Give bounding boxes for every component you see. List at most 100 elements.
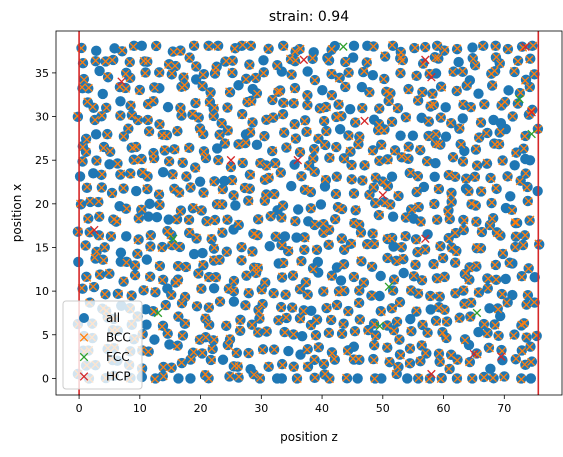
bcc-marker [492, 53, 501, 62]
hcp-marker [421, 234, 430, 244]
bcc-marker [421, 43, 430, 52]
y-axis-ticks: 0 5 10 15 20 25 30 35 [35, 67, 56, 385]
bcc-marker [285, 246, 294, 255]
bcc-marker [343, 307, 353, 316]
atom-point [459, 145, 470, 157]
bcc-marker [155, 200, 164, 209]
bcc-marker [467, 298, 476, 307]
bcc-marker [339, 286, 348, 295]
bcc-marker [108, 189, 117, 198]
bcc-marker [459, 285, 468, 294]
bcc-marker [438, 253, 447, 262]
bcc-marker [412, 236, 421, 245]
bcc-marker [222, 320, 231, 330]
atom-point [386, 171, 398, 182]
x-tick-label: 30 [254, 402, 268, 415]
bcc-marker [275, 87, 284, 96]
fcc-marker [153, 308, 163, 318]
bcc-marker [126, 170, 135, 179]
bcc-marker [212, 273, 221, 282]
bcc-marker [247, 248, 256, 257]
bcc-marker [291, 56, 300, 65]
atom-point [289, 159, 300, 170]
bcc-marker [371, 199, 381, 208]
bcc-marker [222, 248, 231, 257]
bcc-marker [419, 60, 428, 69]
bcc-marker [301, 234, 310, 243]
bcc-marker [406, 168, 415, 177]
bcc-marker [464, 358, 474, 367]
bcc-marker [383, 321, 392, 330]
bcc-marker [277, 272, 287, 281]
bcc-marker [369, 229, 378, 238]
bcc-marker [231, 348, 240, 357]
bcc-marker [502, 298, 511, 307]
bcc-marker [471, 61, 480, 70]
bcc-marker [152, 41, 161, 51]
atom-point [430, 157, 441, 169]
atom-point [211, 143, 223, 154]
bcc-marker [297, 172, 306, 181]
bcc-marker [260, 278, 269, 287]
bcc-marker [264, 44, 273, 54]
bcc-marker [474, 133, 483, 142]
bcc-marker [163, 329, 172, 338]
bcc-marker [281, 290, 290, 299]
atom-point [149, 334, 160, 345]
bcc-marker [210, 243, 219, 252]
bcc-marker [525, 55, 534, 64]
legend-entry-fcc: FCC [79, 350, 130, 364]
bcc-marker [425, 374, 434, 384]
bcc-marker [371, 173, 380, 182]
bcc-marker [414, 247, 423, 256]
bcc-marker [438, 83, 447, 92]
bcc-marker [397, 152, 406, 161]
bcc-marker [414, 288, 423, 297]
bcc-marker [334, 74, 343, 83]
bcc-marker [375, 120, 384, 129]
bcc-marker [520, 360, 529, 369]
bcc-marker [149, 96, 158, 105]
bcc-marker [453, 86, 462, 95]
bcc-marker [434, 184, 443, 193]
bcc-marker [82, 135, 91, 144]
bcc-marker [310, 355, 319, 364]
bcc-marker [125, 74, 134, 83]
bcc-marker [398, 254, 407, 263]
atom-point [507, 289, 518, 301]
atom-point [251, 139, 263, 151]
bcc-marker [130, 156, 139, 165]
atom-point [500, 273, 511, 285]
hcp-marker [117, 77, 126, 86]
bcc-marker [413, 172, 423, 181]
bcc-marker [237, 242, 246, 251]
hcp-marker [378, 190, 388, 200]
bcc-marker [458, 67, 467, 76]
bcc-marker [456, 123, 465, 132]
bcc-marker [296, 315, 305, 324]
atom-point [205, 354, 217, 366]
bcc-marker [198, 348, 207, 357]
bcc-marker [498, 157, 507, 166]
bcc-marker [283, 143, 292, 152]
hcp-marker [360, 116, 369, 126]
bcc-marker [167, 69, 176, 78]
bcc-marker [170, 185, 179, 194]
bcc-marker [515, 177, 524, 186]
bcc-marker [411, 43, 420, 52]
bcc-marker [354, 298, 363, 308]
bcc-marker [354, 355, 363, 364]
y-tick-label: 35 [35, 67, 49, 80]
bcc-marker [169, 47, 178, 57]
bcc-marker [453, 374, 462, 383]
bcc-marker [488, 373, 498, 383]
bcc-marker [143, 57, 152, 66]
bcc-marker [223, 103, 232, 112]
bcc-marker [310, 373, 320, 382]
bcc-marker [185, 53, 194, 62]
bcc-marker [141, 69, 150, 78]
bcc-marker [424, 116, 433, 125]
bcc-marker [192, 98, 201, 107]
bcc-marker [269, 113, 278, 122]
